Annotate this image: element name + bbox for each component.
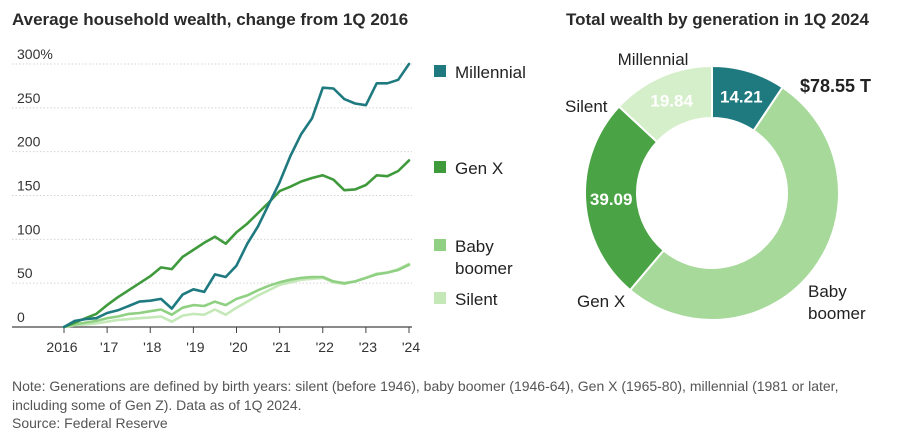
series-line-baby-boomer [62,263,411,329]
donut-slice-silent [617,64,713,144]
legend-label-gen-x: Gen X [455,159,503,178]
x-tick-label-2018: '18 [143,339,161,355]
y-tick-label-100: 100 [17,221,41,237]
y-tick-label-250: 250 [17,90,41,106]
donut-chart-title: Total wealth by generation in 1Q 2024 [566,10,869,29]
legend-label-silent: Silent [455,290,498,309]
donut-category-label-baby-boomer-1: Baby [808,282,847,301]
donut-category-label-millennial: Millennial [618,50,689,69]
series-line-millennial [62,62,411,329]
y-tick-label-0: 0 [17,309,25,325]
donut-category-label-baby-boomer-2: boomer [808,304,866,323]
donut-slice-baby-boomer [628,85,840,321]
donut-value-label-millennial: 14.21 [720,87,763,106]
legend-swatch-silent [434,292,446,304]
footnote: Note: Generations are defined by birth y… [12,378,839,413]
y-tick-label-200: 200 [17,134,41,150]
source-line: Source: Federal Reserve [12,415,168,431]
y-tick-label-300: 300% [17,46,53,62]
legend-swatch-baby-boomer [434,239,446,251]
donut-category-label-silent: Silent [565,97,608,116]
donut-value-label-silent: 19.84 [650,91,693,110]
series-line-gen-x [62,159,411,329]
legend-swatch-gen-x [434,161,446,173]
donut-category-label-gen-x: Gen X [577,292,625,311]
donut-slice-gen-x [584,105,666,292]
x-tick-label-2020: '20 [229,339,247,355]
line-chart-title: Average household wealth, change from 1Q… [12,10,409,29]
y-tick-label-150: 150 [17,178,41,194]
x-tick-label-2023: '23 [359,339,377,355]
legend-label-millennial: Millennial [455,63,526,82]
y-tick-label-50: 50 [17,265,33,281]
donut-value-label-gen-x: 39.09 [590,190,633,209]
x-tick-label-2022: '22 [316,339,334,355]
donut-total-label: $78.55 T [800,76,871,96]
x-tick-label-2021: '21 [273,339,291,355]
legend-label-baby-boomer-1: Baby [455,237,494,256]
x-tick-label-2017: '17 [100,339,118,355]
x-tick-label-2024: '24 [402,339,420,355]
legend-swatch-millennial [434,65,446,77]
legend-label-baby-boomer-2: boomer [455,259,513,278]
x-tick-label-2016: 2016 [46,339,77,355]
x-tick-label-2019: '19 [186,339,204,355]
